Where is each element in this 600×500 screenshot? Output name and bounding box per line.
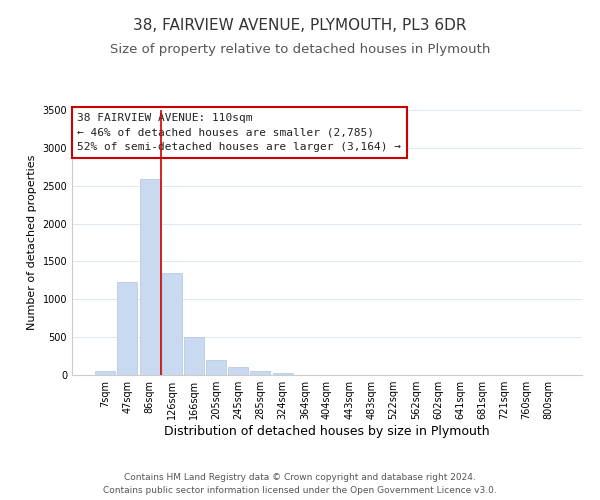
Y-axis label: Number of detached properties: Number of detached properties [27, 155, 37, 330]
Bar [118, 282, 137, 375]
Bar [95, 371, 115, 375]
Text: 38, FAIRVIEW AVENUE, PLYMOUTH, PL3 6DR: 38, FAIRVIEW AVENUE, PLYMOUTH, PL3 6DR [133, 18, 467, 32]
Text: Size of property relative to detached houses in Plymouth: Size of property relative to detached ho… [110, 42, 490, 56]
Text: 38 FAIRVIEW AVENUE: 110sqm
← 46% of detached houses are smaller (2,785)
52% of s: 38 FAIRVIEW AVENUE: 110sqm ← 46% of deta… [77, 112, 401, 152]
Text: Contains HM Land Registry data © Crown copyright and database right 2024.: Contains HM Land Registry data © Crown c… [124, 474, 476, 482]
Bar [206, 360, 226, 375]
Bar [272, 373, 293, 375]
Bar [184, 337, 204, 375]
Bar [140, 179, 160, 375]
Bar [250, 371, 271, 375]
X-axis label: Distribution of detached houses by size in Plymouth: Distribution of detached houses by size … [164, 425, 490, 438]
Bar [162, 273, 182, 375]
Bar [228, 366, 248, 375]
Text: Contains public sector information licensed under the Open Government Licence v3: Contains public sector information licen… [103, 486, 497, 495]
